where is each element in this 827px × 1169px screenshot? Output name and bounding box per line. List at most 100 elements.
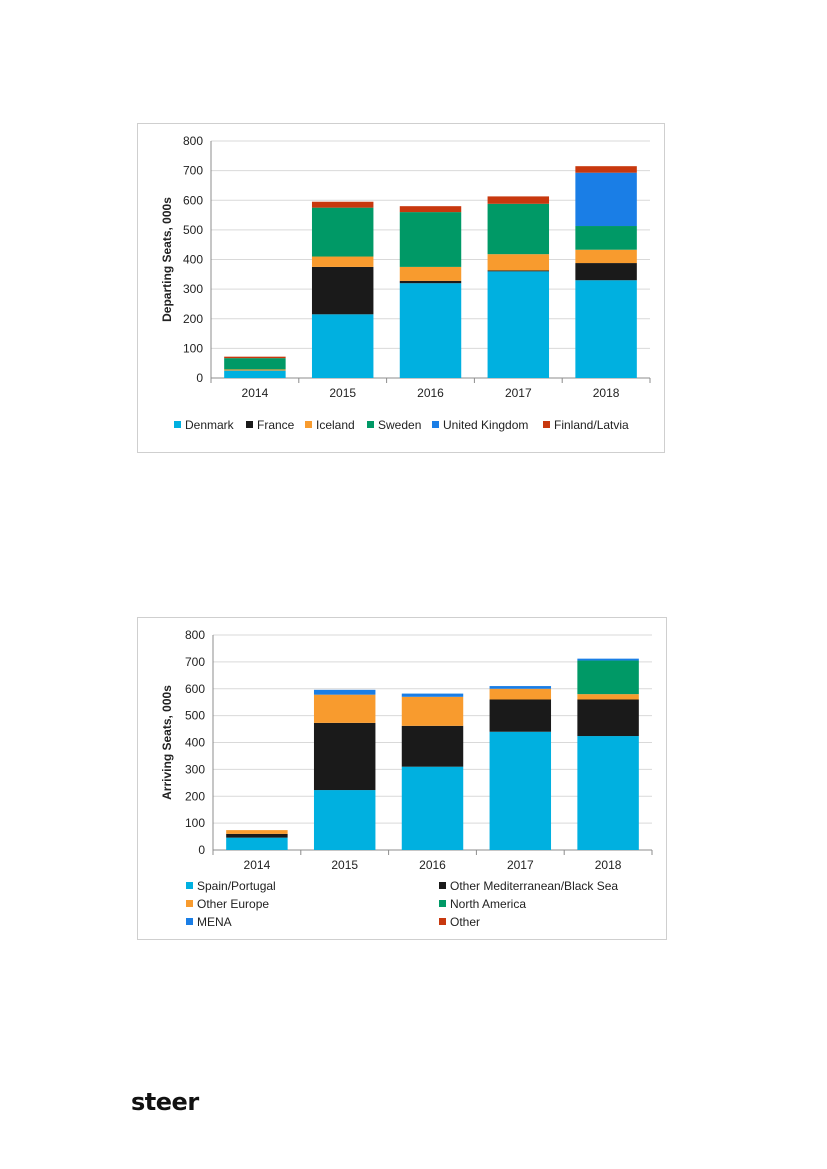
steer-logo: steer xyxy=(131,1088,199,1116)
y-tick-label: 100 xyxy=(185,816,205,830)
bar-segment-finland-latvia-2017 xyxy=(487,196,550,204)
bar-segment-france-2018 xyxy=(575,263,637,281)
bar-segment-mena-2018 xyxy=(577,658,639,661)
bar-segment-north-america-2018 xyxy=(577,660,639,695)
legend-label: Other Europe xyxy=(197,897,269,911)
y-tick-label: 700 xyxy=(183,164,203,178)
legend-label: MENA xyxy=(197,915,232,929)
legend-label: France xyxy=(257,418,295,432)
x-tick-label: 2017 xyxy=(505,386,532,400)
bar-segment-france-2015 xyxy=(311,266,374,315)
x-tick-label: 2016 xyxy=(419,858,446,872)
x-tick-label: 2016 xyxy=(417,386,444,400)
bar-segment-finland-latvia-2015 xyxy=(311,201,374,208)
legend-swatch xyxy=(367,421,374,428)
legend-label: United Kingdom xyxy=(443,418,528,432)
bar-segment-sweden-2017 xyxy=(487,203,550,255)
arriving-seats-svg: 0 100 200 300 400 500 600 700 800 2014 2015 2016 201… xyxy=(160,628,653,929)
bar-segment-other-mediterranean-black-sea-2016 xyxy=(401,725,464,767)
bar-segment-denmark-2017 xyxy=(487,271,550,378)
bar-segment-sweden-2018 xyxy=(575,226,637,250)
bar-segment-mena-2016 xyxy=(401,693,464,697)
bar-segment-iceland-2015 xyxy=(311,256,374,267)
x-tick-label: 2018 xyxy=(595,858,622,872)
legend-swatch xyxy=(439,900,446,907)
bar-segment-other-europe-2016 xyxy=(401,696,464,726)
bar-segment-other-europe-2014 xyxy=(226,830,288,834)
x-tick-label: 2015 xyxy=(329,386,356,400)
bar-segment-other-europe-2018 xyxy=(577,694,639,700)
bar-segment-denmark-2018 xyxy=(575,280,637,378)
bar-segment-sweden-2016 xyxy=(399,212,462,267)
legend-swatch xyxy=(439,882,446,889)
bar-segment-mena-2017 xyxy=(489,686,552,689)
bar-segment-sweden-2015 xyxy=(311,207,374,257)
bar-segment-spain-portugal-2017 xyxy=(489,731,552,850)
y-tick-label: 300 xyxy=(183,282,203,296)
legend-swatch xyxy=(174,421,181,428)
y-tick-label: 0 xyxy=(196,371,203,385)
x-tick-label: 2014 xyxy=(242,386,269,400)
bar-segment-denmark-2014 xyxy=(224,370,286,378)
x-tick-label: 2014 xyxy=(244,858,271,872)
y-tick-label: 0 xyxy=(198,843,205,857)
bar-segment-iceland-2018 xyxy=(575,249,637,264)
bar-segment-spain-portugal-2014 xyxy=(226,837,288,850)
bar-segment-finland-latvia-2018 xyxy=(575,166,637,173)
legend-swatch xyxy=(432,421,439,428)
y-axis-label: Departing Seats, 000s xyxy=(160,197,174,322)
legend-label: Other xyxy=(450,915,480,929)
legend-label: Iceland xyxy=(316,418,355,432)
y-tick-label: 100 xyxy=(183,341,203,355)
bar-segment-finland-latvia-2014 xyxy=(224,356,286,359)
y-tick-label: 300 xyxy=(185,762,205,776)
bar-segment-spain-portugal-2018 xyxy=(577,736,639,850)
y-tick-label: 800 xyxy=(185,628,205,642)
bar-segment-iceland-2016 xyxy=(399,266,462,281)
legend-label: Denmark xyxy=(185,418,235,432)
bar-segment-denmark-2015 xyxy=(311,314,374,378)
y-axis-label: Arriving Seats, 000s xyxy=(160,685,174,800)
y-tick-label: 600 xyxy=(183,193,203,207)
y-tick-label: 700 xyxy=(185,655,205,669)
bar-segment-iceland-2017 xyxy=(487,254,550,271)
legend-label: Spain/Portugal xyxy=(197,879,276,893)
departing-seats-chart: 0 100 200 300 400 500 600 700 800 2014 2015 2016 201… xyxy=(137,123,665,453)
bar-segment-iceland-2014 xyxy=(224,369,286,371)
y-tick-label: 500 xyxy=(183,223,203,237)
y-tick-label: 400 xyxy=(185,736,205,750)
x-tick-label: 2018 xyxy=(593,386,620,400)
x-tick-label: 2017 xyxy=(507,858,534,872)
y-tick-label: 200 xyxy=(183,312,203,326)
bar-segment-mena-2015 xyxy=(313,689,376,695)
bar-segment-denmark-2016 xyxy=(399,283,462,378)
bar-segment-other-mediterranean-black-sea-2017 xyxy=(489,699,552,732)
y-tick-label: 500 xyxy=(185,709,205,723)
legend-label: North America xyxy=(450,897,526,911)
y-tick-label: 200 xyxy=(185,789,205,803)
bar-segment-finland-latvia-2016 xyxy=(399,206,462,213)
arriving-seats-chart: 0 100 200 300 400 500 600 700 800 2014 2015 2016 201… xyxy=(137,617,667,940)
legend-label: Sweden xyxy=(378,418,421,432)
bar-segment-france-2017 xyxy=(487,270,550,272)
bar-segment-other-europe-2017 xyxy=(489,688,552,700)
y-tick-label: 800 xyxy=(183,134,203,148)
bar-segment-other-mediterranean-black-sea-2018 xyxy=(577,699,639,737)
x-tick-label: 2015 xyxy=(331,858,358,872)
bar-segment-sweden-2014 xyxy=(224,358,286,370)
departing-seats-svg: 0 100 200 300 400 500 600 700 800 2014 2015 2016 201… xyxy=(160,134,651,432)
legend-swatch xyxy=(246,421,253,428)
y-tick-label: 400 xyxy=(183,253,203,267)
legend-swatch xyxy=(439,918,446,925)
bar-segment-other-mediterranean-black-sea-2015 xyxy=(313,722,376,791)
bar-segment-united-kingdom-2018 xyxy=(575,172,637,227)
legend-label: Finland/Latvia xyxy=(554,418,629,432)
bar-segment-spain-portugal-2015 xyxy=(313,790,376,850)
bar-segment-other-europe-2015 xyxy=(313,694,376,723)
bar-segment-france-2016 xyxy=(399,280,462,284)
legend-swatch xyxy=(305,421,312,428)
y-tick-label: 600 xyxy=(185,682,205,696)
bar-segment-spain-portugal-2016 xyxy=(401,766,464,850)
legend-swatch xyxy=(186,882,193,889)
legend-swatch xyxy=(186,918,193,925)
